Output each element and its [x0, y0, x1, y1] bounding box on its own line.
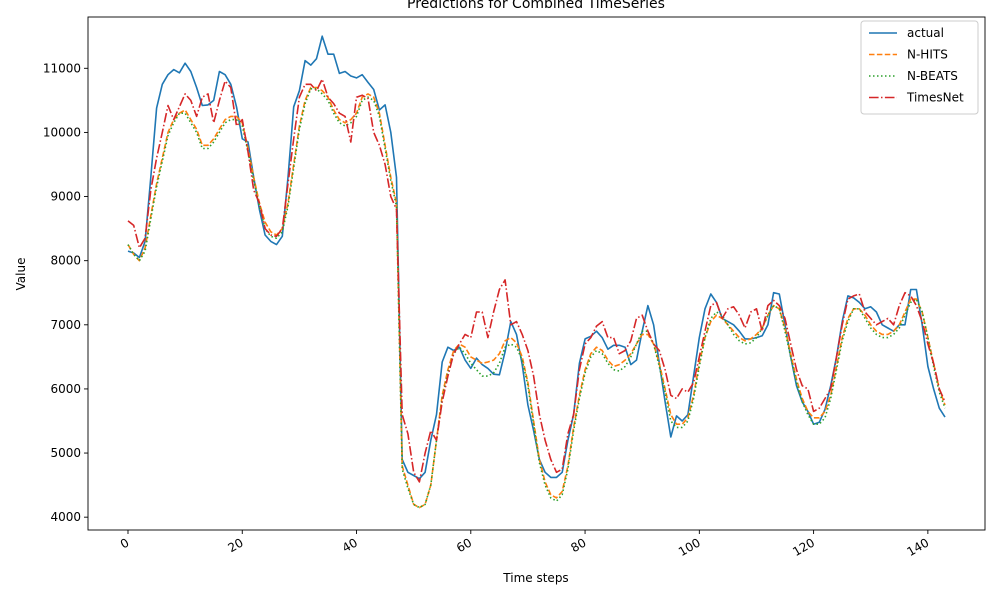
y-tick-label: 6000 — [50, 382, 81, 396]
x-tick-label: 60 — [454, 535, 474, 555]
series-line-timesnet — [127, 78, 946, 483]
y-tick-label: 10000 — [43, 125, 81, 139]
plot-frame — [87, 16, 986, 531]
y-tick-label: 11000 — [43, 61, 81, 75]
series-layer — [127, 35, 946, 509]
legend: actual N-HITS N-BEATS TimesNet — [860, 20, 979, 115]
legend-label-n-hits: N-HITS — [907, 48, 948, 62]
legend-label-timesnet: TimesNet — [906, 91, 964, 105]
y-tick-label: 7000 — [50, 318, 81, 332]
legend-box — [860, 20, 979, 115]
series-line-n-beats — [127, 88, 946, 509]
x-tick-label: 40 — [340, 535, 360, 555]
legend-label-n-beats: N-BEATS — [907, 69, 958, 83]
y-tick-label: 5000 — [50, 446, 81, 460]
legend-label-actual: actual — [907, 26, 944, 40]
y-axis-label: Value — [14, 258, 28, 291]
y-tick-label: 4000 — [50, 510, 81, 524]
y-tick-label: 8000 — [50, 254, 81, 268]
chart-title: Predictions for Combined TimeSeries — [407, 0, 665, 12]
x-tick-label: 80 — [568, 535, 588, 555]
y-tick-label: 9000 — [50, 190, 81, 204]
x-tick-label: 20 — [226, 535, 246, 555]
x-axis-label: Time steps — [502, 571, 568, 585]
